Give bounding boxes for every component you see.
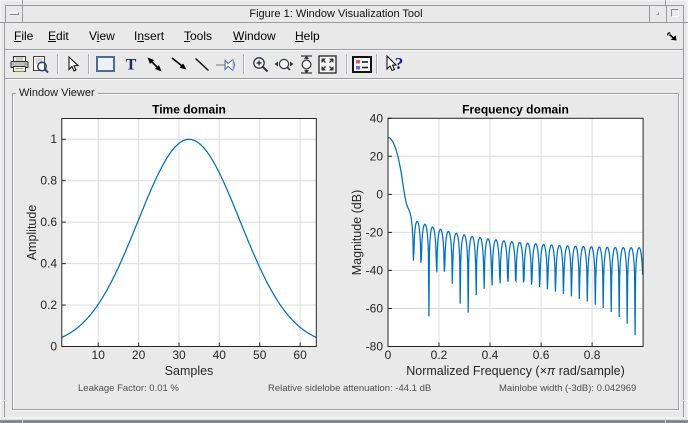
svg-text:0.8: 0.8 xyxy=(584,348,601,362)
svg-text:Normalized Frequency (×π rad/: Normalized Frequency (×π rad/sample) xyxy=(406,364,625,378)
svg-text:-60: -60 xyxy=(366,302,384,316)
svg-text:T: T xyxy=(126,57,137,73)
svg-text:0.2: 0.2 xyxy=(431,348,448,362)
svg-text:0: 0 xyxy=(385,348,392,362)
svg-text:Time domain: Time domain xyxy=(152,103,226,117)
svg-text:40: 40 xyxy=(213,348,227,362)
svg-text:20: 20 xyxy=(132,348,146,362)
svg-text:-20: -20 xyxy=(366,225,384,239)
svg-text:30: 30 xyxy=(172,348,186,362)
svg-text:60: 60 xyxy=(293,348,307,362)
svg-text:0.6: 0.6 xyxy=(40,215,57,229)
svg-text:40: 40 xyxy=(370,111,384,125)
svg-text:0.4: 0.4 xyxy=(40,257,57,271)
svg-text:20: 20 xyxy=(370,149,384,163)
svg-text:Amplitude: Amplitude xyxy=(25,205,39,261)
svg-text:0.8: 0.8 xyxy=(40,174,57,188)
svg-text:Magnitude (dB): Magnitude (dB) xyxy=(350,190,364,275)
svg-text:Frequency domain: Frequency domain xyxy=(462,103,569,117)
svg-text:0.6: 0.6 xyxy=(533,348,550,362)
svg-text:10: 10 xyxy=(92,348,106,362)
svg-text:-40: -40 xyxy=(366,263,384,277)
svg-text:1: 1 xyxy=(50,132,57,146)
svg-text:0.4: 0.4 xyxy=(482,348,499,362)
svg-text:0.2: 0.2 xyxy=(40,298,57,312)
svg-text:Samples: Samples xyxy=(165,364,214,378)
svg-text:0: 0 xyxy=(376,187,383,201)
svg-text:50: 50 xyxy=(253,348,267,362)
svg-text:?: ? xyxy=(395,55,404,73)
svg-text:0: 0 xyxy=(50,340,57,354)
svg-text:-80: -80 xyxy=(366,340,384,354)
